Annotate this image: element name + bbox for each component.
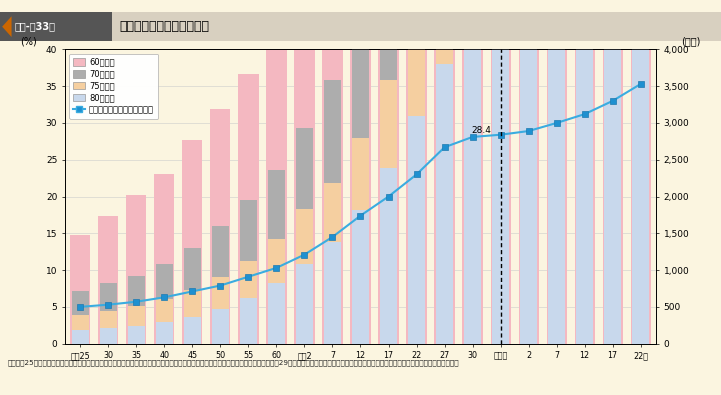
Bar bbox=[72, 330, 89, 344]
Bar bbox=[324, 81, 341, 344]
Bar bbox=[100, 328, 117, 344]
Bar bbox=[126, 195, 146, 344]
Bar bbox=[549, 0, 565, 344]
Bar bbox=[632, 0, 649, 344]
Bar bbox=[408, 0, 425, 344]
Bar bbox=[518, 0, 539, 344]
Bar bbox=[156, 299, 172, 344]
Bar bbox=[492, 10, 509, 344]
Bar bbox=[324, 242, 341, 344]
Bar bbox=[0, 12, 112, 41]
Bar bbox=[212, 226, 229, 344]
Bar bbox=[322, 0, 342, 344]
Text: (%): (%) bbox=[21, 36, 37, 47]
Bar bbox=[353, 23, 368, 344]
Bar bbox=[380, 168, 397, 344]
Bar bbox=[521, 0, 537, 344]
Text: 28.4: 28.4 bbox=[472, 126, 491, 135]
Bar bbox=[154, 174, 174, 344]
Bar bbox=[296, 128, 313, 344]
Bar bbox=[492, 0, 509, 344]
Bar bbox=[184, 248, 200, 344]
Bar bbox=[100, 283, 117, 344]
Bar bbox=[380, 80, 397, 344]
Bar bbox=[408, 116, 425, 344]
Bar bbox=[632, 0, 649, 344]
Text: (万人): (万人) bbox=[681, 36, 700, 47]
Bar bbox=[576, 0, 593, 344]
Bar bbox=[266, 36, 286, 344]
Bar bbox=[98, 216, 118, 344]
Bar bbox=[575, 0, 595, 344]
Bar bbox=[184, 290, 200, 344]
Bar bbox=[156, 264, 172, 344]
Text: 高齢者人口及び割合の推移: 高齢者人口及び割合の推移 bbox=[119, 20, 209, 33]
Bar bbox=[240, 261, 257, 344]
Bar bbox=[521, 0, 537, 344]
Bar bbox=[353, 210, 368, 344]
Bar bbox=[576, 0, 593, 344]
Bar bbox=[549, 0, 565, 344]
Bar bbox=[464, 0, 481, 344]
Bar bbox=[408, 10, 425, 344]
Text: 注　昭和25年～令和元年は総務省「人口推計」（国勢調査実施年は国勢調査人口による），令和２年以降は「日本の将来推計人口（平成29年推計）」出生（中位）死亡（中位: 注 昭和25年～令和元年は総務省「人口推計」（国勢調査実施年は国勢調査人口による… bbox=[7, 359, 459, 366]
Bar bbox=[490, 0, 510, 344]
Bar bbox=[128, 306, 145, 344]
Bar bbox=[462, 0, 482, 344]
Bar bbox=[128, 326, 145, 344]
Bar bbox=[549, 0, 565, 344]
Bar bbox=[72, 315, 89, 344]
Bar bbox=[521, 0, 537, 344]
Bar bbox=[576, 0, 593, 344]
Bar bbox=[296, 264, 313, 344]
Text: 特集-第33図: 特集-第33図 bbox=[14, 22, 56, 32]
Bar bbox=[72, 291, 89, 344]
Bar bbox=[632, 0, 649, 344]
Polygon shape bbox=[2, 16, 12, 37]
Bar bbox=[436, 0, 453, 344]
Bar bbox=[240, 201, 257, 344]
Bar bbox=[296, 209, 313, 344]
Bar bbox=[324, 183, 341, 344]
Bar bbox=[212, 277, 229, 344]
Bar bbox=[464, 27, 481, 344]
Bar bbox=[436, 0, 453, 344]
Bar bbox=[70, 235, 90, 344]
Bar bbox=[239, 74, 259, 344]
Bar bbox=[211, 109, 231, 344]
Bar bbox=[268, 170, 285, 344]
Bar bbox=[492, 0, 509, 344]
Legend: 60歳以上, 70歳以上, 75歳以上, 80歳以上, 高齢者人口の割合（左目盛）: 60歳以上, 70歳以上, 75歳以上, 80歳以上, 高齢者人口の割合（左目盛… bbox=[69, 54, 158, 118]
Bar bbox=[212, 309, 229, 344]
Bar bbox=[631, 0, 651, 344]
Bar bbox=[350, 0, 371, 344]
Bar bbox=[547, 0, 567, 344]
Bar bbox=[464, 0, 481, 344]
Bar bbox=[407, 0, 427, 344]
Bar bbox=[379, 0, 399, 344]
Bar bbox=[184, 316, 200, 344]
Bar bbox=[294, 0, 314, 344]
Bar bbox=[603, 0, 623, 344]
Bar bbox=[100, 310, 117, 344]
Bar bbox=[128, 276, 145, 344]
Bar bbox=[268, 283, 285, 344]
Bar bbox=[268, 239, 285, 344]
Bar bbox=[156, 322, 172, 344]
Bar bbox=[380, 0, 397, 344]
Bar bbox=[353, 138, 368, 344]
Bar bbox=[182, 140, 203, 344]
Bar bbox=[436, 64, 453, 344]
Bar bbox=[604, 0, 621, 344]
Bar bbox=[604, 0, 621, 344]
Bar bbox=[435, 0, 455, 344]
Bar bbox=[604, 0, 621, 344]
Bar bbox=[240, 298, 257, 344]
